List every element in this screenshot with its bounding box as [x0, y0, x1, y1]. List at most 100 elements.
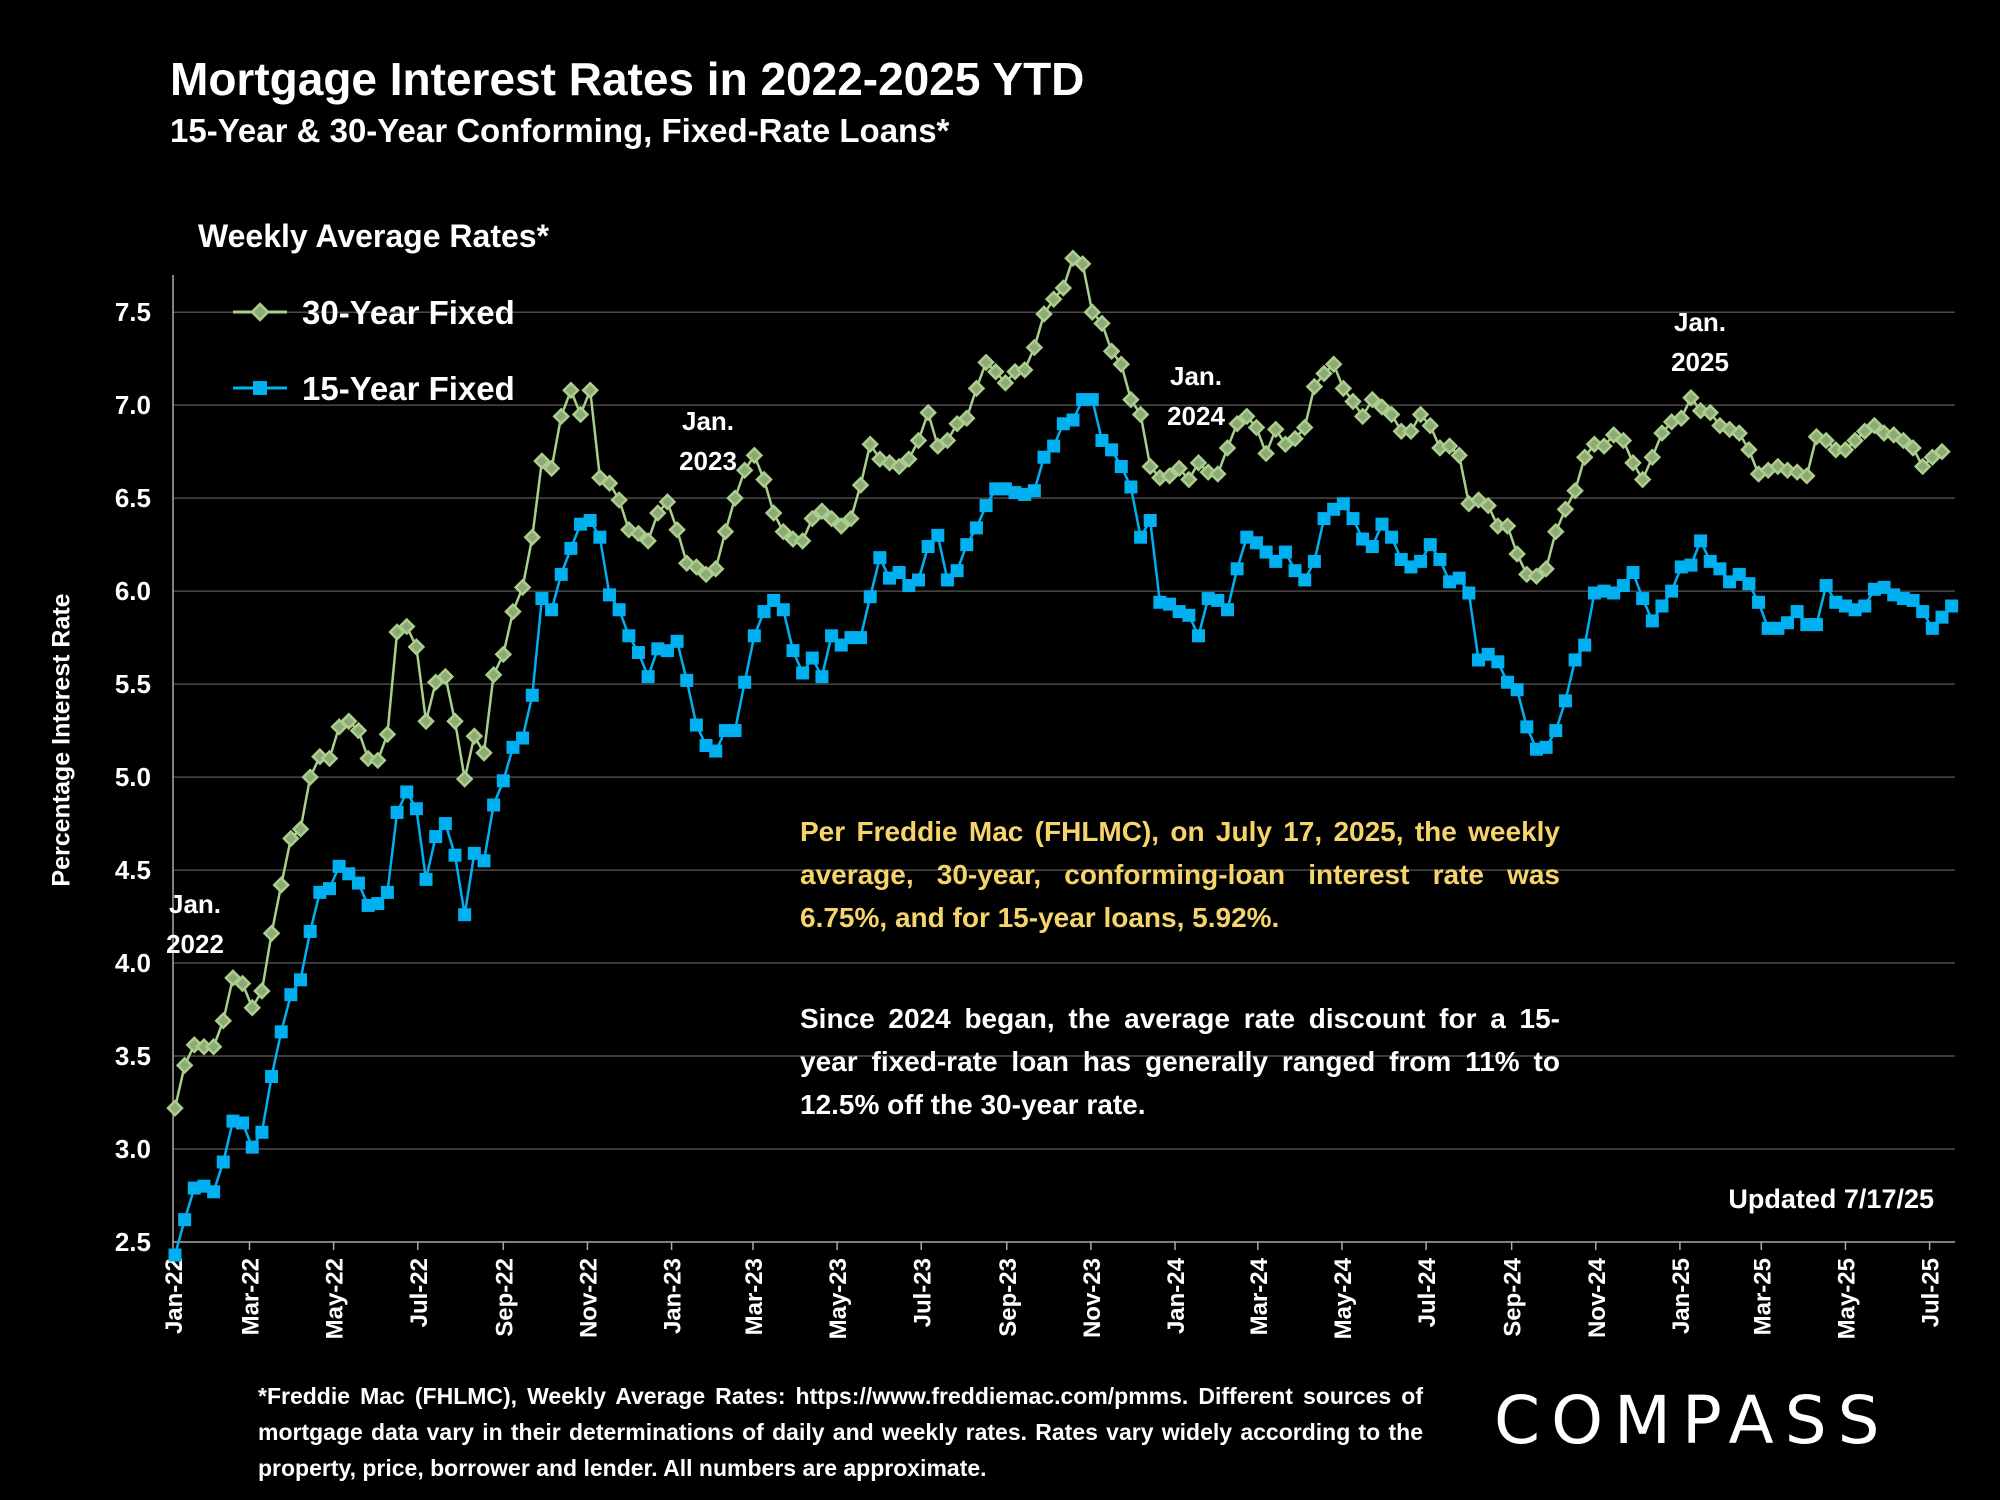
- series-30-year-point: [1614, 431, 1633, 450]
- note-freddie-mac-rates: Per Freddie Mac (FHLMC), on July 17, 202…: [800, 816, 1560, 933]
- series-30-year-point: [1672, 409, 1691, 427]
- series-30-year-point: [542, 459, 561, 478]
- series-15-year-point: [1549, 724, 1563, 738]
- series-15-year-point: [1462, 586, 1476, 600]
- series-15-year-point: [854, 631, 868, 645]
- series-30-year-point: [1044, 290, 1063, 308]
- series-15-year-point: [1655, 599, 1669, 613]
- series-15-year-point: [583, 513, 597, 527]
- x-tick-label: Mar-24: [1246, 1257, 1273, 1335]
- series-30-year-point: [1894, 431, 1913, 450]
- series-15-year-point: [429, 830, 443, 844]
- series-30-year-point: [1035, 305, 1053, 323]
- y-tick-labels: 2.5 3.0 3.5 4.0 4.5 5.0 5.5 6.0 6.5 7.0 7.5: [115, 297, 151, 1257]
- series-15-year-point: [1192, 629, 1206, 643]
- series-15-year-point: [1491, 655, 1505, 669]
- series-15-year-point: [979, 499, 993, 513]
- year-annotation: 2024: [1167, 401, 1225, 431]
- series-30-year-point: [1508, 545, 1526, 563]
- series-15-year-point: [448, 848, 462, 862]
- series-30-year-point: [1498, 517, 1517, 535]
- legend: 30-Year Fixed 15-Year Fixed: [233, 294, 515, 407]
- series-15-year-point: [960, 538, 974, 552]
- series-15-year-point: [1935, 610, 1949, 624]
- series-15-year-point: [1027, 484, 1041, 498]
- series-30-year-point: [484, 666, 503, 684]
- series-30-year-point: [1189, 454, 1208, 472]
- series-30-year-point: [533, 452, 551, 470]
- series-15-year-point: [757, 605, 771, 619]
- series-30-year-point: [1382, 405, 1401, 424]
- y-tick-label: 7.0: [115, 390, 151, 420]
- series-30-year-point: [1324, 355, 1343, 374]
- x-tick-label: May-24: [1330, 1257, 1357, 1339]
- series-15-year-point: [689, 718, 703, 732]
- series-30-year-line: [173, 256, 1943, 1109]
- series-15-year-point: [622, 629, 636, 643]
- series-30-year-point: [1122, 390, 1140, 409]
- chart-subtitle: 15-Year & 30-Year Conforming, Fixed-Rate…: [170, 112, 950, 149]
- x-tick-labels: Jan-22 Mar-22 May-22 Jul-22 Sep-22 Nov-22 Jan-…: [161, 1257, 1945, 1339]
- note-rate-discount: Since 2024 began, the average rate disco…: [800, 1003, 1560, 1120]
- x-tick-label: Nov-23: [1079, 1258, 1106, 1338]
- series-30-year-fixed: [166, 249, 1951, 1117]
- year-annotation: 2025: [1671, 347, 1729, 377]
- series-15-year-point: [1037, 450, 1051, 464]
- x-tick-label: Nov-24: [1584, 1257, 1611, 1338]
- series-15-year-point: [1539, 740, 1553, 754]
- series-15-year-point: [1433, 553, 1447, 567]
- series-15-year-point: [274, 1025, 288, 1039]
- series-15-year-point: [670, 634, 684, 648]
- series-30-year-point: [436, 667, 455, 686]
- series-15-year-point: [1298, 573, 1312, 587]
- series-30-year-point: [629, 524, 648, 543]
- series-30-year-point: [764, 504, 783, 522]
- series-15-year-point: [796, 666, 810, 680]
- year-annotation: Jan.: [1674, 307, 1726, 337]
- x-tick-label: Jan-23: [660, 1258, 687, 1334]
- series-15-year-point: [438, 817, 452, 831]
- series-30-year-point: [1141, 457, 1159, 476]
- series-15-year-point: [1143, 513, 1157, 527]
- series-15-year-point: [815, 670, 829, 684]
- y-tick-label: 6.0: [115, 576, 151, 606]
- series-15-year-point: [1066, 413, 1080, 427]
- series-15-year-point: [1626, 566, 1640, 580]
- y-tick-label: 2.5: [115, 1227, 151, 1257]
- series-15-year-fixed: [168, 393, 1959, 1262]
- series-30-year-point: [446, 712, 464, 731]
- series-30-year-point: [1624, 454, 1642, 472]
- y-tick-label: 7.5: [115, 297, 151, 327]
- series-30-year-point: [253, 982, 271, 1000]
- x-tick-label: Mar-22: [237, 1258, 264, 1335]
- y-tick-label: 5.5: [115, 669, 151, 699]
- x-tick-label: Jan-25: [1668, 1258, 1695, 1334]
- series-30-year-point: [1450, 446, 1468, 465]
- series-30-year-point: [571, 405, 590, 424]
- series-30-year-point: [397, 617, 416, 636]
- x-tick-label: Jul-22: [406, 1258, 433, 1327]
- series-15-year-point: [873, 551, 887, 565]
- series-30-year-point: [610, 491, 628, 509]
- series-30-year-point: [1730, 424, 1748, 442]
- chart-title: Mortgage Interest Rates in 2022-2025 YTD: [170, 53, 1085, 105]
- series-15-year-point: [322, 882, 336, 896]
- series-30-year-point: [967, 379, 986, 398]
- series-15-year-point: [738, 675, 752, 689]
- series-30-year-point: [378, 725, 397, 744]
- series-30-year-point: [262, 924, 281, 943]
- series-30-year-point: [1566, 481, 1584, 500]
- series-15-year-point: [1752, 595, 1766, 609]
- series-15-year-point: [612, 603, 626, 617]
- year-annotation: 2022: [166, 929, 224, 959]
- y-tick-label: 4.0: [115, 948, 151, 978]
- series-30-year-point: [1547, 522, 1565, 541]
- series-15-year-point: [921, 540, 935, 554]
- series-30-year-point: [175, 1056, 194, 1075]
- series-15-year-point: [1414, 554, 1428, 568]
- legend-30-label: 30-Year Fixed: [302, 294, 515, 331]
- series-30-year-point: [900, 450, 918, 468]
- series-30-year-point: [735, 461, 754, 480]
- series-30-year-point: [1093, 314, 1111, 333]
